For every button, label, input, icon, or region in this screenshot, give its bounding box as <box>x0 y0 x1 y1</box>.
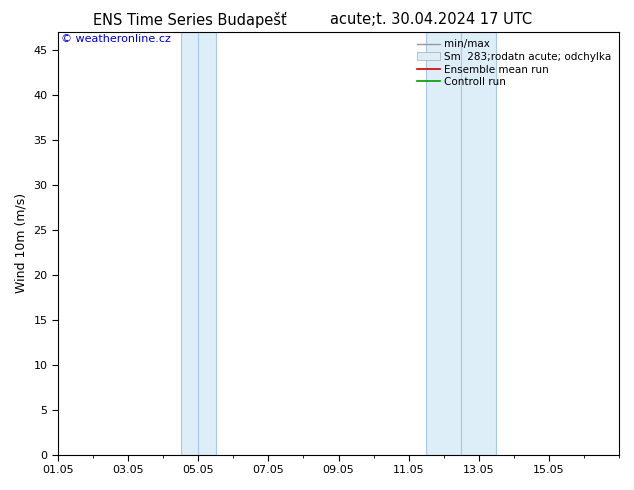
Text: acute;t. 30.04.2024 17 UTC: acute;t. 30.04.2024 17 UTC <box>330 12 532 27</box>
Y-axis label: Wind 10m (m/s): Wind 10m (m/s) <box>15 193 28 294</box>
Bar <box>426 32 496 455</box>
Legend: min/max, Sm  283;rodatn acute; odchylka, Ensemble mean run, Controll run: min/max, Sm 283;rodatn acute; odchylka, … <box>415 37 614 89</box>
Bar <box>181 32 216 455</box>
Text: ENS Time Series Budapešť: ENS Time Series Budapešť <box>93 12 287 28</box>
Text: © weatheronline.cz: © weatheronline.cz <box>61 34 171 44</box>
